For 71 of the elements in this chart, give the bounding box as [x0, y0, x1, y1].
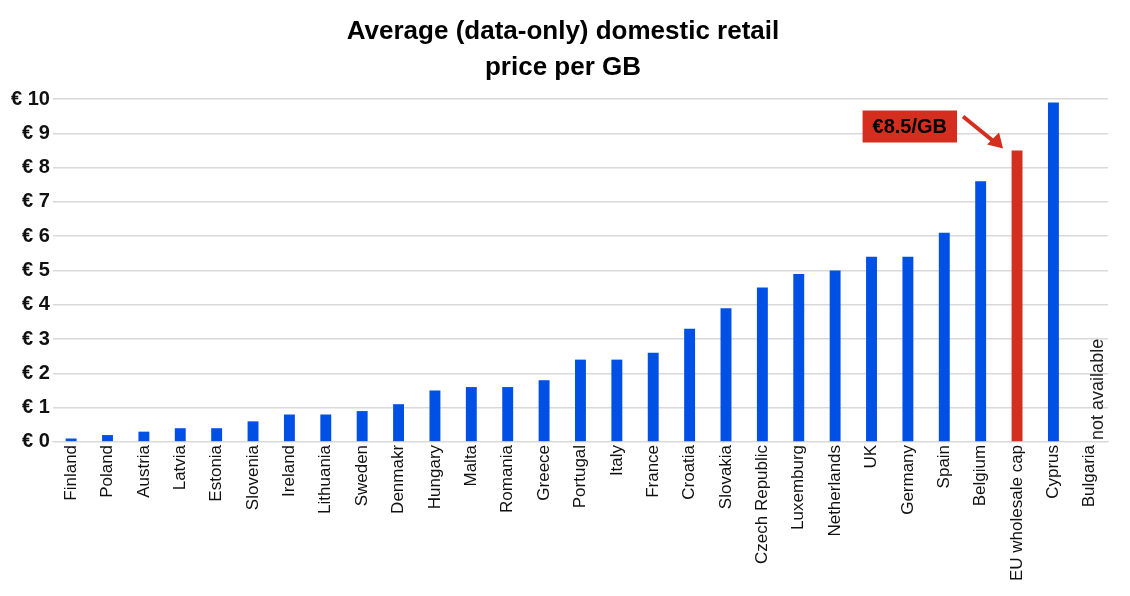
y-tick-label: € 6 — [22, 223, 50, 246]
bar — [538, 380, 550, 442]
x-tick-label: Hungary — [424, 444, 444, 510]
x-tick-label: Croatia — [679, 444, 699, 500]
x-tick-label: Romania — [497, 444, 517, 513]
x-tick-label: Czech Republic — [752, 444, 772, 564]
bar — [138, 431, 150, 442]
x-tick-label: Greece — [533, 444, 553, 501]
annotation: not available — [1086, 338, 1107, 440]
x-tick-label: UK — [861, 444, 881, 469]
x-tick-label: Austria — [133, 444, 153, 498]
x-tick-label: Luxemburg — [788, 444, 808, 530]
x-tick-label: Spain — [933, 444, 953, 489]
x-tick-label: Slovakia — [715, 444, 735, 510]
y-tick-label: € 5 — [22, 257, 50, 280]
bar — [320, 414, 332, 442]
y-tick-label: € 10 — [10, 86, 50, 109]
x-tick-label: Estonia — [206, 444, 226, 502]
bar — [502, 387, 514, 442]
chart-title: Average (data-only) domestic retail price per GB — [345, 14, 781, 83]
bar — [684, 328, 696, 442]
bar — [211, 428, 223, 442]
x-tick-label: Germany — [897, 444, 917, 515]
y-tick-label: € 4 — [22, 292, 51, 315]
bar — [247, 421, 259, 442]
x-tick-label: Lithuania — [315, 444, 335, 514]
x-tick-label: Slovenia — [242, 444, 262, 511]
bar — [902, 256, 914, 442]
x-tick-label: Ireland — [279, 444, 299, 497]
x-tick-label: Italy — [606, 444, 626, 477]
bar — [393, 404, 405, 442]
x-tick-label: Malta — [461, 444, 480, 487]
x-tick-label: Finland — [60, 444, 80, 501]
bar — [465, 387, 477, 442]
bar — [575, 359, 586, 442]
y-tick-label: € 1 — [22, 395, 50, 418]
bar — [611, 359, 623, 442]
bar — [356, 411, 368, 442]
bar — [720, 308, 732, 442]
x-tick-label: Bulgaria — [1079, 444, 1099, 508]
x-tick-label: France — [642, 444, 662, 498]
x-tick-label: EU wholesale cap — [1006, 444, 1026, 581]
x-tick-label: Poland — [97, 444, 117, 498]
x-tick-label: Sweden — [351, 444, 371, 507]
bar — [793, 273, 805, 442]
x-tick-label: Cyprus — [1043, 444, 1063, 499]
bar — [866, 256, 877, 442]
bar — [65, 438, 77, 442]
y-tick-label: € 2 — [22, 360, 50, 383]
bar — [102, 435, 113, 442]
x-tick-label: Denmakr — [388, 444, 408, 514]
bar — [1011, 150, 1023, 442]
bar — [829, 270, 841, 442]
y-tick-label: € 9 — [22, 120, 50, 143]
bar — [283, 414, 295, 442]
bar — [756, 287, 768, 442]
x-tick-label: Latvia — [169, 444, 189, 491]
x-tick-label: Netherlands — [824, 444, 844, 537]
y-tick-label: € 8 — [22, 155, 50, 178]
bar — [174, 428, 186, 442]
y-tick-label: € 3 — [22, 326, 50, 349]
x-tick-label: Belgium — [970, 444, 990, 507]
bar — [429, 390, 441, 442]
bar — [647, 352, 659, 442]
annotation: €8.5/GB — [872, 114, 948, 137]
y-tick-label: € 7 — [22, 189, 50, 212]
bar — [938, 232, 950, 442]
x-tick-label: Portugal — [570, 444, 590, 509]
bar — [1047, 102, 1059, 442]
bar — [975, 181, 987, 442]
y-tick-label: € 0 — [22, 429, 50, 452]
